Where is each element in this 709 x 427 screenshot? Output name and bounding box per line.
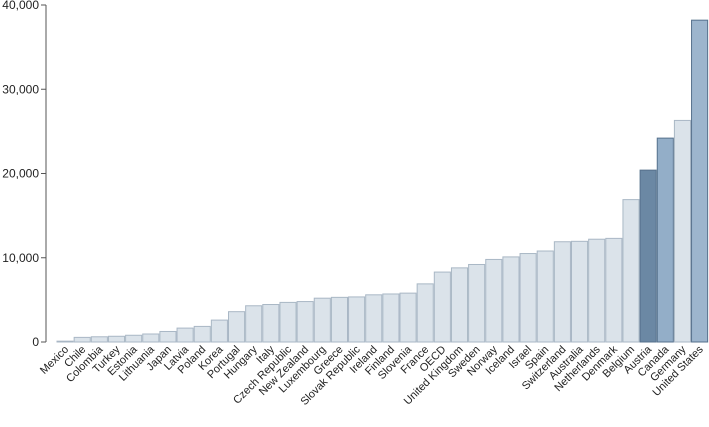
bar-finland <box>382 293 400 343</box>
bar-australia <box>571 240 589 343</box>
bar-oecd <box>433 271 451 343</box>
bar-united-kingdom <box>450 267 469 343</box>
bar-chile <box>73 336 91 343</box>
bar-turkey <box>107 335 126 343</box>
bar-italy <box>262 304 280 343</box>
y-tick-label: 30,000 <box>2 82 39 96</box>
bar-japan <box>159 330 177 343</box>
bar-poland <box>193 325 211 343</box>
bar-portugal <box>228 311 246 343</box>
bar-united-states <box>691 19 709 343</box>
bar-germany <box>673 119 692 343</box>
bar-latvia <box>176 327 194 343</box>
bar-norway <box>485 258 503 343</box>
bars <box>56 19 709 343</box>
bar-netherlands <box>588 238 606 343</box>
bar-denmark <box>605 237 623 343</box>
x-axis: MexicoChileColombiaTurkeyEstoniaLithuani… <box>38 343 706 408</box>
bar-switzerland <box>553 241 571 343</box>
y-tick-label: 10,000 <box>2 251 39 265</box>
bar-mexico <box>56 340 74 343</box>
bar-belgium <box>622 199 640 343</box>
bar-new-zealand <box>296 301 314 343</box>
bar-iceland <box>502 256 520 343</box>
bar-canada <box>656 137 674 343</box>
y-axis: 0 10,000 20,000 30,000 40,000 <box>2 0 47 349</box>
bar-israel <box>519 253 537 343</box>
y-tick-label: 20,000 <box>2 167 39 181</box>
bar-korea <box>210 319 228 343</box>
bar-spain <box>536 250 554 343</box>
bar-sweden <box>468 263 486 343</box>
bar-colombia <box>90 336 108 343</box>
bar-czech-republic <box>279 301 297 343</box>
bar-austria <box>639 169 657 343</box>
bar-lithuania <box>142 333 160 343</box>
y-tick-label: 0 <box>32 335 39 349</box>
bar-greece <box>330 296 348 343</box>
bar-ireland <box>365 294 383 343</box>
bar-hungary <box>245 305 263 343</box>
y-tick-label: 40,000 <box>2 0 39 12</box>
bar-luxembourg <box>313 297 331 343</box>
bar-france <box>416 283 434 343</box>
bar-slovenia <box>399 292 417 343</box>
bar-estonia <box>125 334 143 343</box>
bar-slovak-republic <box>348 296 366 343</box>
